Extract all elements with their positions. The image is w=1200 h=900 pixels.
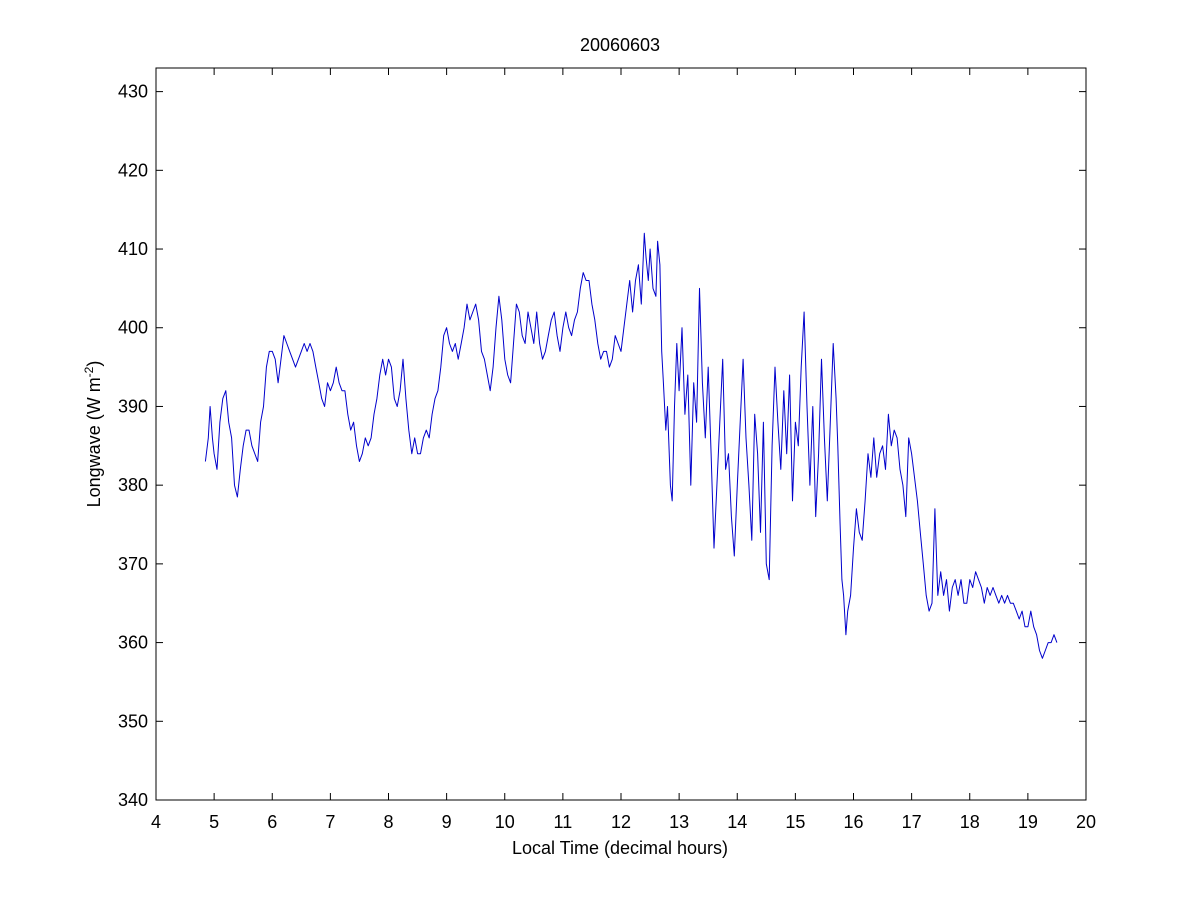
y-tick-label: 370: [118, 554, 148, 574]
y-axis: 340 350 360 370 380 390 400 410 420 430: [118, 82, 1086, 810]
y-tick-label: 340: [118, 790, 148, 810]
y-axis-label-sup: -2: [82, 366, 96, 377]
y-axis-label: Longwave (W m-2): [82, 361, 104, 508]
series-line: [204, 232, 1058, 659]
y-tick-label: 430: [118, 82, 148, 102]
chart-title: 20060603: [580, 35, 660, 55]
x-tick-label: 9: [442, 812, 452, 832]
x-tick-label: 14: [727, 812, 747, 832]
x-tick-label: 5: [209, 812, 219, 832]
y-tick-label: 400: [118, 318, 148, 338]
x-tick-label: 7: [325, 812, 335, 832]
y-tick-label: 350: [118, 711, 148, 731]
x-tick-label: 12: [611, 812, 631, 832]
x-tick-label: 16: [843, 812, 863, 832]
x-tick-label: 15: [785, 812, 805, 832]
y-axis-label-main: Longwave (W m: [84, 377, 104, 507]
y-tick-label: 420: [118, 160, 148, 180]
x-tick-label: 10: [495, 812, 515, 832]
x-axis: 4 5 6 7 8 9 10 11 12 13 14 15 16 17 18 19 20: [151, 68, 1096, 832]
x-axis-label: Local Time (decimal hours): [512, 838, 728, 858]
x-tick-label: 20: [1076, 812, 1096, 832]
y-tick-label: 410: [118, 239, 148, 259]
y-tick-label: 390: [118, 396, 148, 416]
x-tick-label: 17: [902, 812, 922, 832]
x-tick-label: 11: [554, 812, 573, 832]
y-tick-label: 380: [118, 475, 148, 495]
x-tick-label: 18: [960, 812, 980, 832]
x-tick-label: 4: [151, 812, 161, 832]
x-tick-label: 6: [267, 812, 277, 832]
x-tick-label: 13: [669, 812, 689, 832]
x-tick-label: 8: [383, 812, 393, 832]
y-tick-label: 360: [118, 633, 148, 653]
y-axis-label-close: ): [84, 361, 104, 367]
x-tick-label: 19: [1018, 812, 1038, 832]
